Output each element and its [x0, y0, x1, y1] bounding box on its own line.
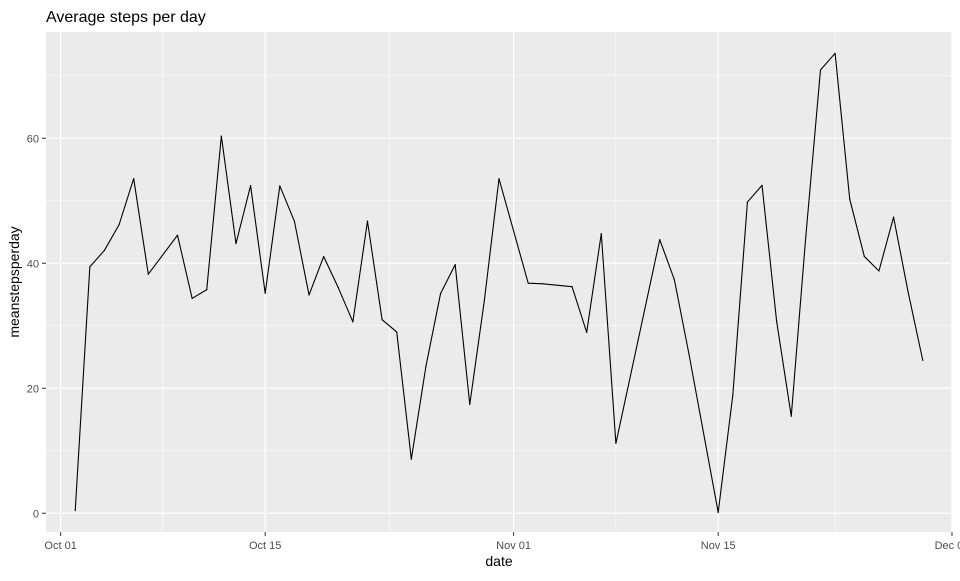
major-gridlines: [46, 32, 953, 532]
data-point: [805, 235, 807, 237]
data-point: [133, 178, 135, 180]
data-point: [790, 415, 792, 417]
data-point: [688, 353, 690, 355]
data-point: [849, 198, 851, 200]
y-axis-title: meanstepsperday: [6, 226, 22, 337]
data-point: [352, 321, 354, 323]
data-point: [147, 273, 149, 275]
data-point: [863, 255, 865, 258]
data-point: [527, 282, 529, 284]
data-point: [293, 220, 296, 222]
plot-panel: [46, 32, 952, 532]
data-point: [235, 242, 237, 245]
x-axis: Oct 01 Oct 15 Nov 01 Nov 15 Dec 01: [44, 532, 960, 552]
data-point: [469, 403, 471, 405]
data-point: [103, 249, 106, 251]
data-point: [206, 289, 208, 291]
data-point: [542, 283, 544, 285]
x-tick-label: Nov 01: [496, 540, 531, 552]
data-point: [776, 320, 778, 322]
series-group: [74, 52, 924, 513]
data-point: [892, 216, 895, 218]
data-point: [425, 365, 427, 367]
data-point: [878, 270, 880, 272]
data-point: [191, 297, 193, 300]
data-point: [732, 394, 734, 396]
x-tick-label: Oct 15: [249, 540, 281, 552]
y-tick-label: 20: [27, 383, 39, 395]
data-point: [673, 279, 675, 281]
data-point: [381, 319, 383, 321]
data-point: [834, 52, 836, 54]
data-point: [249, 185, 252, 187]
data-point: [615, 442, 617, 444]
data-point: [410, 458, 412, 460]
data-point: [717, 511, 719, 513]
data-point: [89, 266, 91, 268]
data-point: [483, 299, 485, 301]
data-point: [337, 287, 339, 289]
data-point: [922, 359, 924, 361]
chart-title: Average steps per day: [46, 9, 206, 26]
data-point: [308, 294, 310, 296]
x-tick-label: Oct 01: [44, 540, 76, 552]
data-point: [454, 264, 456, 266]
data-point: [118, 224, 120, 226]
data-point: [366, 220, 369, 222]
x-tick-label: Dec 01: [935, 540, 960, 552]
y-tick-label: 60: [27, 133, 39, 145]
data-point: [323, 255, 325, 258]
data-point: [761, 184, 763, 186]
data-point: [819, 69, 822, 71]
data-point: [220, 135, 222, 137]
data-point: [74, 509, 76, 512]
data-point: [176, 234, 179, 236]
data-point: [396, 331, 398, 333]
data-point: [571, 286, 573, 288]
data-point: [498, 178, 500, 180]
data-point: [907, 291, 909, 293]
data-point: [659, 239, 661, 241]
data-point: [600, 233, 602, 235]
x-tick-label: Nov 15: [701, 540, 736, 552]
data-point: [439, 293, 442, 295]
data-point: [264, 292, 266, 294]
y-axis: 0 20 40 60: [27, 133, 46, 520]
y-tick-label: 0: [33, 508, 39, 520]
data-point: [279, 185, 281, 187]
data-point: [746, 201, 749, 203]
x-axis-title: date: [485, 553, 512, 569]
minor-gridlines: [46, 32, 952, 532]
y-tick-label: 40: [27, 258, 39, 270]
data-point: [586, 331, 588, 333]
